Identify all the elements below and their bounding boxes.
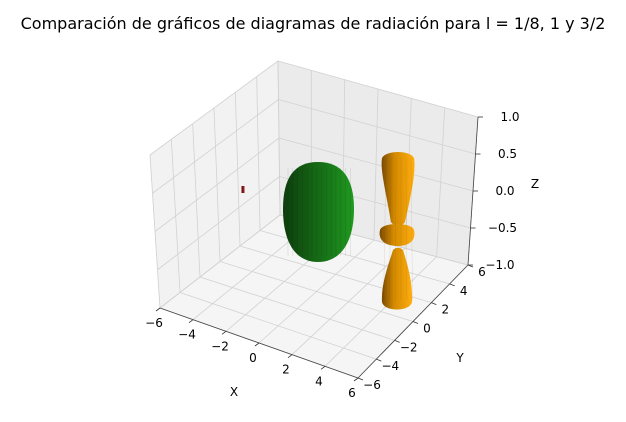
y-tick-mark-5 <box>449 283 455 287</box>
x-tick-label-4: 2 <box>282 363 290 377</box>
orange-mesh-line-0 <box>383 157 387 301</box>
series-l-1-8-surface <box>241 186 245 193</box>
x-axis-ticks: −6 −4 −2 0 2 4 6 <box>145 307 359 400</box>
surface-l-1-mesh <box>287 168 351 256</box>
x-tick-label-6: 6 <box>348 386 356 400</box>
y-tick-mark-3 <box>412 321 419 324</box>
orange-mesh-line-5 <box>410 157 413 301</box>
x-tick-label-2: −2 <box>211 339 229 353</box>
x-tick-mark-1 <box>188 319 194 323</box>
x-tick-mark-2 <box>221 331 227 335</box>
y-tick-label-3: 0 <box>423 322 431 336</box>
y-tick-mark-2 <box>394 339 400 343</box>
surface-l-3-2-mesh <box>383 157 413 301</box>
surface-l-3-2-upper-lobe <box>381 152 415 226</box>
grid-z-left-0 <box>159 214 281 309</box>
grid-y-floor-1 <box>179 292 377 360</box>
z-tick-label-2: 0.0 <box>495 184 514 198</box>
x-tick-mark-3 <box>254 342 260 347</box>
x-tick-mark-6 <box>353 377 359 382</box>
series-l-3-2-surface <box>379 152 415 310</box>
grid-y-floor-3 <box>219 261 414 322</box>
y-tick-label-2: −2 <box>400 340 418 354</box>
orange-mesh-line-2 <box>394 157 397 301</box>
chart-title: Comparación de gráficos de diagramas de … <box>21 14 606 33</box>
orange-mesh-line-4 <box>405 157 408 301</box>
grid-z-left-1 <box>157 176 280 271</box>
grid-z-left-2 <box>154 137 280 232</box>
x-tick-mark-4 <box>287 354 293 358</box>
z-tick-label-1: −0.5 <box>488 221 517 235</box>
y-tick-label-1: −4 <box>381 359 399 373</box>
y-tick-mark-1 <box>376 358 382 362</box>
y-tick-mark-0 <box>357 377 364 381</box>
z-tick-label-4: 1.0 <box>500 110 519 124</box>
grid-z-back-4 <box>277 60 479 118</box>
x-tick-mark-5 <box>320 366 326 370</box>
series-l-1-surface <box>283 162 354 262</box>
x-axis-label: X <box>230 385 238 399</box>
x-tick-label-1: −4 <box>178 328 196 342</box>
orange-mesh-line-1 <box>389 157 392 301</box>
grid-z-back-3 <box>278 99 476 155</box>
y-axis-label: Y <box>455 351 464 365</box>
z-axis-ticks: −1.0 −0.5 0.0 0.5 1.0 <box>468 110 520 272</box>
z-axis-label: Z <box>531 177 539 191</box>
grid-lines <box>149 60 479 379</box>
y-tick-label-0: −6 <box>363 378 381 392</box>
z-tick-label-0: −1.0 <box>485 258 514 272</box>
x-tick-mark-0 <box>155 307 161 312</box>
y-tick-mark-4 <box>431 302 437 306</box>
grid-y-floor-2 <box>199 276 395 341</box>
x-tick-label-5: 4 <box>315 374 323 388</box>
y-tick-label-4: 2 <box>442 303 450 317</box>
x-tick-label-3: 0 <box>249 351 257 365</box>
z-tick-label-3: 0.5 <box>498 147 517 161</box>
y-tick-label-6: 6 <box>478 265 486 279</box>
x-tick-label-0: −6 <box>145 316 163 330</box>
surface-l-3-2-middle-ring <box>379 224 415 246</box>
y-tick-label-5: 4 <box>460 284 468 298</box>
grid-z-back-2 <box>278 137 474 192</box>
surface-l-1 <box>283 162 354 262</box>
surface-l-1-8 <box>241 186 245 193</box>
grid-z-left-3 <box>152 99 279 194</box>
grid-z-left-4 <box>149 60 279 156</box>
surface-l-3-2-lower-lobe <box>381 247 413 310</box>
